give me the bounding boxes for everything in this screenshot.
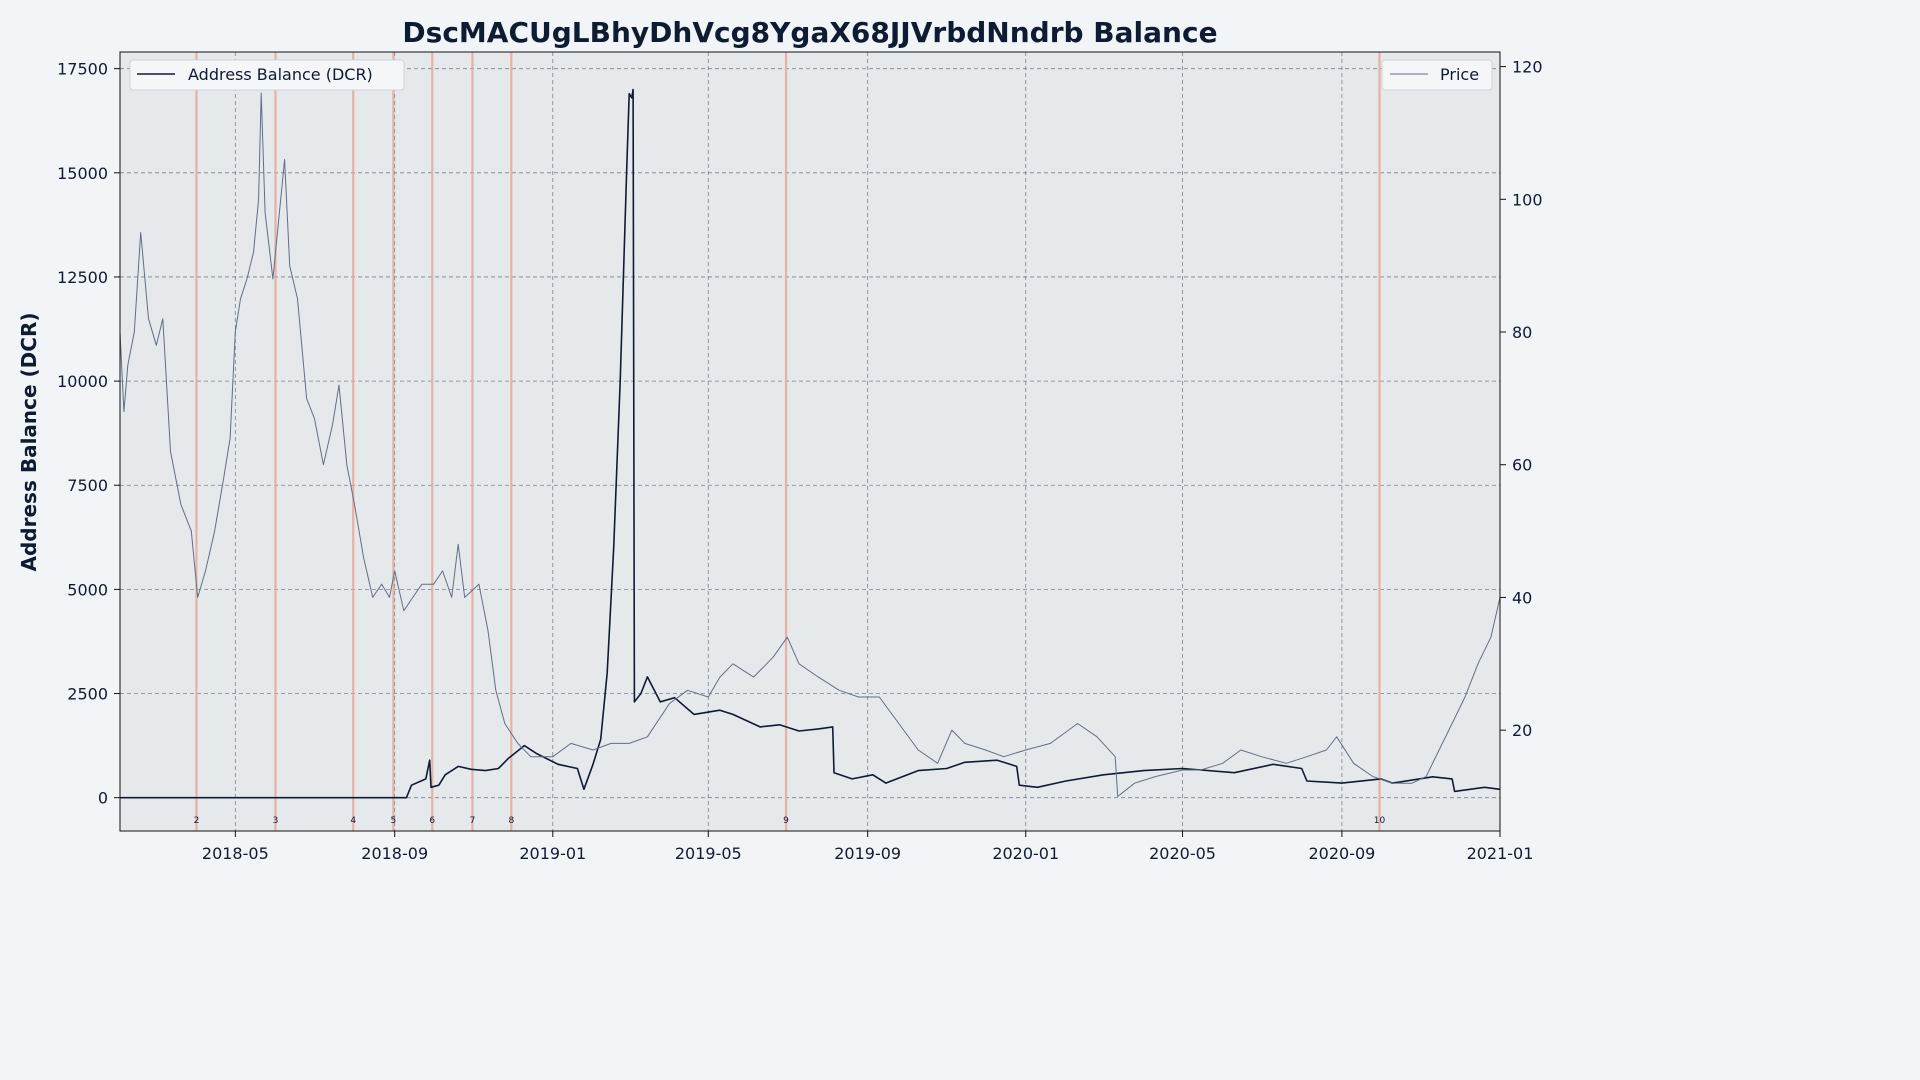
y-tick-label: 5000 bbox=[67, 580, 108, 599]
event-marker-label: 8 bbox=[508, 816, 514, 826]
y-tick-label: 10000 bbox=[57, 372, 108, 391]
legend-right: Price bbox=[1381, 59, 1493, 91]
series-lines bbox=[119, 88, 1501, 799]
event-marker-label: 5 bbox=[391, 816, 397, 826]
x-tick-label: 2019-05 bbox=[675, 844, 742, 863]
y2-tick-label: 20 bbox=[1512, 721, 1532, 740]
legend-price-label: Price bbox=[1440, 65, 1479, 84]
balance-series-line bbox=[120, 88, 1501, 799]
x-tick-label: 2019-09 bbox=[834, 844, 901, 863]
plot-area bbox=[120, 52, 1500, 831]
x-tick-label: 2020-09 bbox=[1308, 844, 1375, 863]
event-marker-label: 3 bbox=[273, 816, 279, 826]
y2-tick-label: 40 bbox=[1512, 588, 1532, 607]
event-markers: 2 3 4 5 6 7 8 9 10 bbox=[194, 52, 1386, 831]
event-marker-label: 9 bbox=[783, 816, 789, 826]
event-marker-label: 2 bbox=[194, 816, 200, 826]
y-axis-label: Address Balance (DCR) bbox=[17, 313, 41, 572]
y2-tick-label: 60 bbox=[1512, 456, 1532, 475]
legend-left-box bbox=[129, 59, 405, 91]
y2-tick-label: 100 bbox=[1512, 190, 1543, 209]
event-marker-label: 10 bbox=[1374, 816, 1386, 826]
chart-title: DscMACUgLBhyDhVcg8YgaX68JJVrbdNndrb Bala… bbox=[402, 16, 1217, 49]
y-tick-label: 15000 bbox=[57, 164, 108, 183]
gridlines bbox=[120, 52, 1501, 831]
x-tick-label: 2021-01 bbox=[1467, 844, 1534, 863]
price-series-line bbox=[119, 92, 1501, 797]
y-tick-label: 7500 bbox=[67, 476, 108, 495]
y2-tick-label: 120 bbox=[1512, 58, 1543, 77]
legend-left: Address Balance (DCR) bbox=[129, 59, 405, 91]
event-marker-label: 7 bbox=[470, 816, 476, 826]
axes: 0 2500 5000 7500 10000 12500 15000 17500 20 40 60 8… bbox=[57, 58, 1542, 863]
x-tick-label: 2019-01 bbox=[519, 844, 586, 863]
y-tick-label: 12500 bbox=[57, 268, 108, 287]
event-marker-label: 4 bbox=[350, 816, 356, 826]
x-tick-label: 2020-01 bbox=[992, 844, 1059, 863]
event-marker-label: 6 bbox=[429, 816, 435, 826]
legend-balance-label: Address Balance (DCR) bbox=[188, 65, 373, 84]
y-tick-label: 17500 bbox=[57, 60, 108, 79]
y-tick-label: 2500 bbox=[67, 685, 108, 704]
y-tick-label: 0 bbox=[98, 789, 108, 808]
x-tick-label: 2018-05 bbox=[202, 844, 269, 863]
y2-tick-label: 80 bbox=[1512, 323, 1532, 342]
legend-right-box bbox=[1381, 59, 1493, 91]
x-tick-label: 2018-09 bbox=[361, 844, 428, 863]
balance-chart: DscMACUgLBhyDhVcg8YgaX68JJVrbdNndrb Bala… bbox=[17, 16, 1543, 863]
plot-frame bbox=[119, 51, 1501, 832]
x-tick-label: 2020-05 bbox=[1149, 844, 1216, 863]
